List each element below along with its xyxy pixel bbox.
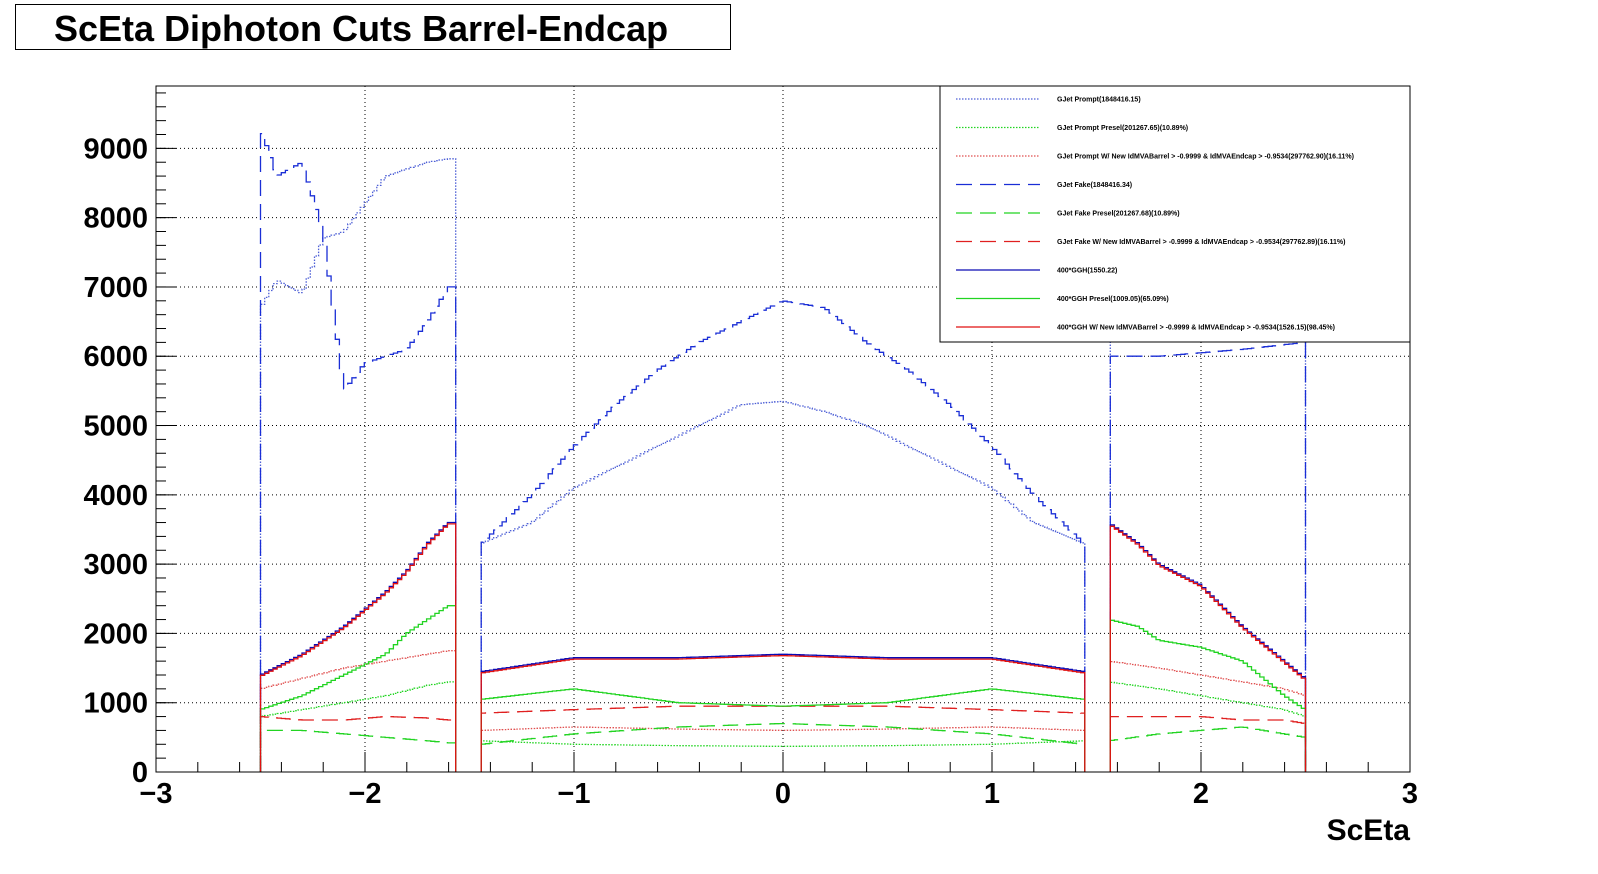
legend-entry-label: GJet Prompt Presel(201267.65)(10.89%)	[1057, 125, 1188, 132]
series-line-5	[259, 722, 1307, 772]
y-tick-label: 5000	[83, 411, 148, 443]
y-tick-label: 6000	[83, 341, 148, 373]
legend-entry-label: GJet Prompt W/ New IdMVABarrel > -0.9999…	[1057, 154, 1354, 161]
legend-entry-label: GJet Fake(1848416.34)	[1057, 182, 1132, 189]
y-tick-label: 1000	[83, 688, 148, 720]
chart-title-box: ScEta Diphoton Cuts Barrel-Endcap	[15, 4, 731, 50]
legend-entry-label: 400*GGH Presel(1009.05)(65.09%)	[1057, 296, 1169, 303]
y-tick-label: 7000	[83, 272, 148, 304]
y-tick-label: 8000	[83, 203, 148, 235]
series-line-1	[259, 158, 1307, 772]
x-tick-label: −2	[348, 778, 381, 810]
x-axis-title: ScEta	[1327, 814, 1411, 847]
y-tick-label: 4000	[83, 480, 148, 512]
series-line-3	[259, 650, 1307, 772]
legend-entry-label: GJet Fake W/ New IdMVABarrel > -0.9999 &…	[1057, 239, 1345, 246]
x-tick-label: −1	[557, 778, 590, 810]
legend-entry-label: GJet Prompt(1848416.15)	[1057, 97, 1141, 104]
legend-entry-label: 400*GGH(1550.22)	[1057, 268, 1117, 275]
series-line-9	[259, 523, 1307, 772]
series-group	[259, 132, 1307, 772]
x-tick-label: −3	[139, 778, 172, 810]
series-line-2	[259, 681, 1307, 772]
x-tick-label: 1	[984, 778, 1000, 810]
legend-entry-label: 400*GGH W/ New IdMVABarrel > -0.9999 & I…	[1057, 325, 1335, 332]
y-tick-label: 9000	[83, 133, 148, 165]
legend-box	[939, 85, 1411, 343]
y-tick-label: 0	[132, 757, 148, 789]
legend-entry-label: GJet Fake Presel(201267.68)(10.89%)	[1057, 211, 1180, 218]
series-line-4	[259, 132, 1307, 772]
chart-title: ScEta Diphoton Cuts Barrel-Endcap	[54, 8, 669, 49]
x-tick-label: 0	[775, 778, 791, 810]
legend: GJet Prompt(1848416.15) GJet Prompt Prese…	[939, 85, 1411, 343]
x-tick-label: 2	[1193, 778, 1209, 810]
series-line-8	[259, 605, 1307, 772]
y-tick-label: 2000	[83, 618, 148, 650]
x-tick-label: 3	[1402, 778, 1418, 810]
y-tick-label: 3000	[83, 549, 148, 581]
axes-group: −3 −2 −1 0 1 2 3 0 1000 2000 3000 4000 5000 6000 7000 8…	[83, 92, 1418, 810]
